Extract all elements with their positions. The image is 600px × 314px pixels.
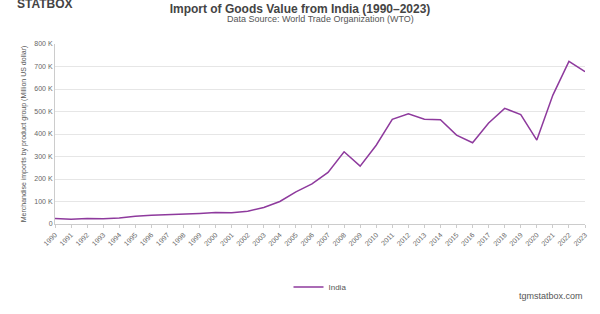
- svg-text:100 K: 100 K: [34, 198, 53, 205]
- svg-text:2000: 2000: [203, 231, 219, 247]
- svg-text:2017: 2017: [476, 231, 492, 247]
- svg-text:400 K: 400 K: [34, 130, 53, 137]
- svg-text:2005: 2005: [283, 231, 299, 247]
- svg-text:STATBOX: STATBOX: [17, 0, 73, 11]
- svg-text:2007: 2007: [315, 231, 331, 247]
- svg-text:Import of Goods Value from Ind: Import of Goods Value from India (1990–2…: [170, 2, 431, 16]
- svg-text:1997: 1997: [155, 231, 171, 247]
- svg-text:2013: 2013: [412, 231, 428, 247]
- svg-text:2012: 2012: [396, 231, 412, 247]
- svg-text:2020: 2020: [524, 231, 540, 247]
- svg-text:200 K: 200 K: [34, 175, 53, 182]
- svg-text:Merchandise imports by product: Merchandise imports by product group (Mi…: [20, 46, 28, 223]
- svg-text:700 K: 700 K: [34, 63, 53, 70]
- svg-text:2003: 2003: [251, 231, 267, 247]
- svg-text:2006: 2006: [299, 231, 315, 247]
- svg-text:tgmstatbox.com: tgmstatbox.com: [519, 291, 583, 301]
- svg-text:2016: 2016: [460, 231, 476, 247]
- svg-text:2014: 2014: [428, 231, 444, 247]
- svg-text:800 K: 800 K: [34, 40, 53, 47]
- svg-text:India: India: [329, 283, 347, 292]
- svg-text:600 K: 600 K: [34, 85, 53, 92]
- svg-text:2002: 2002: [235, 231, 251, 247]
- svg-text:0: 0: [49, 220, 53, 227]
- svg-text:2019: 2019: [508, 231, 524, 247]
- svg-text:1994: 1994: [106, 231, 122, 247]
- svg-text:1990: 1990: [42, 231, 58, 247]
- svg-text:2009: 2009: [347, 231, 363, 247]
- svg-text:2022: 2022: [556, 231, 572, 247]
- svg-text:2001: 2001: [219, 231, 235, 247]
- svg-text:2004: 2004: [267, 231, 283, 247]
- svg-text:2015: 2015: [444, 231, 460, 247]
- svg-text:2021: 2021: [540, 231, 556, 247]
- svg-text:2008: 2008: [331, 231, 347, 247]
- svg-text:1991: 1991: [58, 231, 74, 247]
- svg-text:2023: 2023: [572, 231, 588, 247]
- svg-text:500 K: 500 K: [34, 108, 53, 115]
- svg-text:1998: 1998: [171, 231, 187, 247]
- svg-text:1996: 1996: [139, 231, 155, 247]
- svg-text:1992: 1992: [74, 231, 90, 247]
- svg-text:300 K: 300 K: [34, 153, 53, 160]
- svg-text:1999: 1999: [187, 231, 203, 247]
- svg-text:2018: 2018: [492, 231, 508, 247]
- svg-text:1995: 1995: [123, 231, 139, 247]
- svg-text:Data Source: World Trade Organ: Data Source: World Trade Organization (W…: [227, 14, 414, 24]
- svg-text:1993: 1993: [90, 231, 106, 247]
- svg-text:2011: 2011: [380, 231, 396, 247]
- svg-text:2010: 2010: [363, 231, 379, 247]
